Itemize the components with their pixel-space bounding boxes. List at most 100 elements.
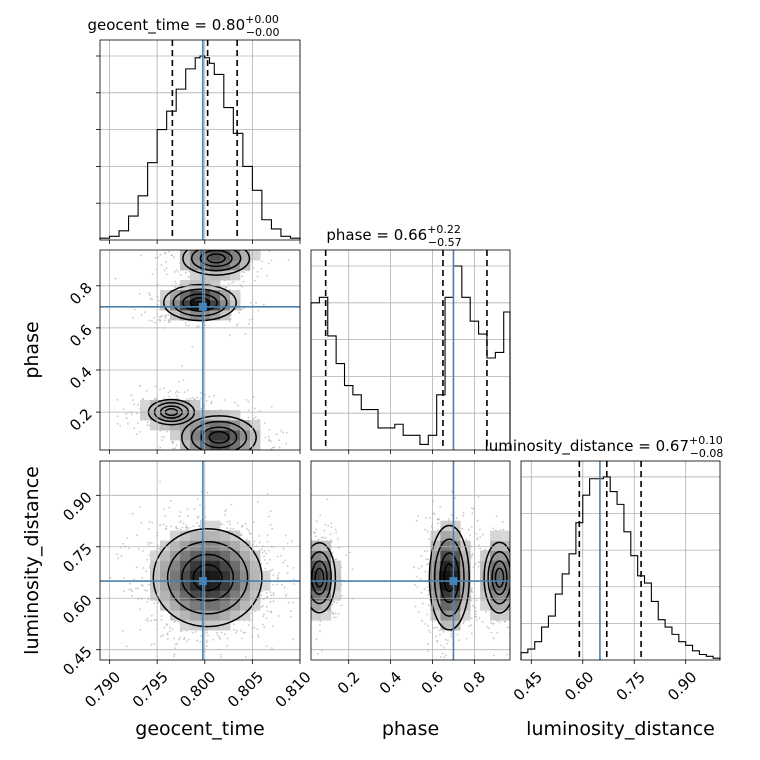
sample-point [163,508,165,510]
sample-point [462,622,465,625]
sample-point [306,595,308,597]
sample-point [212,638,215,641]
sample-point [302,569,304,571]
density-cell [450,540,461,551]
sample-point [308,595,310,597]
sample-point [517,574,519,576]
density-cell [220,570,231,581]
sample-point [472,604,474,607]
density-cell [200,610,211,621]
sample-point [287,601,290,604]
sample-point [125,645,128,648]
sample-point [185,526,188,529]
sample-point [268,515,270,518]
sample-point [307,564,309,566]
panel-frame [310,460,511,661]
density-cell [180,600,191,611]
density-cell [250,430,261,441]
density-cell [460,570,471,581]
density-cell [230,570,241,581]
sample-point [169,499,172,502]
sample-point [252,267,255,269]
sample-point [207,634,209,637]
sample-point [414,605,417,608]
sample-point [145,570,148,573]
sample-point [510,591,512,593]
sample-point [179,511,182,514]
density-cell [190,580,201,591]
sample-point [514,609,516,611]
histogram-geocent_time [99,55,301,240]
sample-point [330,526,333,529]
density-cell [490,580,501,591]
density-cell [220,430,231,441]
sample-point [259,410,262,412]
sample-point [205,245,207,247]
sample-point [140,584,143,586]
y-tick-label: 0.8 [66,279,96,309]
density-cell [250,590,261,601]
density-cell [200,520,211,531]
sample-point [205,631,208,634]
density-cell [200,600,211,611]
sample-point [307,639,309,641]
sample-point [256,271,259,273]
sample-point [198,525,200,527]
sample-point [488,627,490,630]
sample-point [263,559,266,561]
sample-point [252,543,255,545]
sample-point [237,450,239,452]
density-cell [330,580,342,591]
sample-point [439,655,442,658]
sample-point [166,430,169,433]
sample-point [306,576,308,578]
density-cell [170,540,181,551]
sample-point [511,499,513,501]
sample-point [271,647,273,649]
density-cell [240,260,251,271]
density-cell [180,290,191,301]
sample-point [184,224,186,226]
contour-line [491,560,508,596]
sample-point [463,620,465,623]
sample-point [268,429,271,431]
sample-point [173,637,176,640]
sample-point [469,534,472,536]
sample-point [247,624,250,626]
sample-point [123,577,126,579]
sample-point [226,527,229,530]
sample-point [173,620,176,623]
sample-point [426,530,429,533]
sample-point [214,245,216,247]
sample-point [316,652,319,655]
sample-point [204,456,206,458]
sample-point [210,247,212,249]
sample-point [280,429,283,432]
sample-point [148,319,151,322]
sample-point [160,615,163,617]
sample-point [266,493,269,495]
sample-point [199,397,202,400]
sample-point [477,565,480,568]
sample-point [271,661,273,663]
sample-point [326,498,329,501]
sample-point [140,521,143,524]
density-cell [150,420,161,431]
sample-point [166,273,168,276]
sample-point [285,432,288,434]
sample-point [149,294,151,296]
sample-point [260,267,263,270]
sample-point [497,620,499,622]
density-cell [250,570,261,581]
sample-point [341,594,344,597]
density-cell [190,570,201,581]
sample-point [122,542,125,545]
sample-point [247,409,250,412]
density-cell [230,270,241,281]
title-plus: +0.22 [427,223,461,236]
sample-point [139,385,142,387]
sample-point [270,594,273,597]
density-cell [480,600,491,611]
density-cell [160,550,171,561]
sample-point [314,535,317,538]
